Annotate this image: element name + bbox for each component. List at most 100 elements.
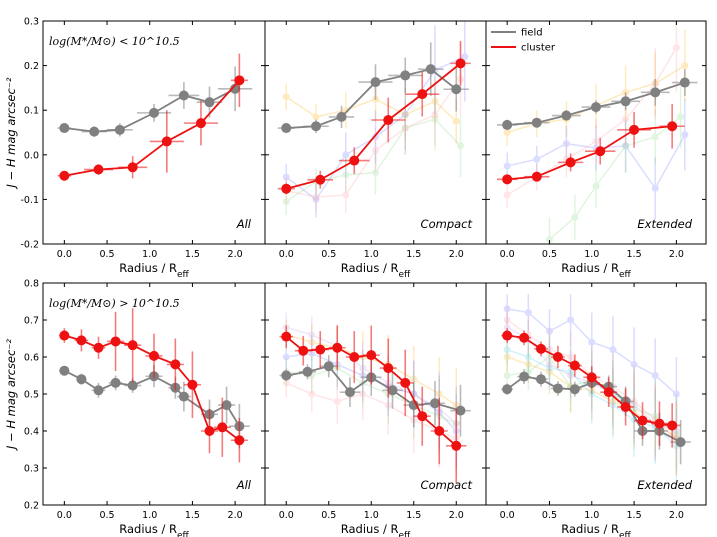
cluster-point (234, 75, 245, 86)
cluster-point (298, 345, 309, 356)
cluster-point (417, 89, 428, 100)
x-tick-label: 0.5 (542, 249, 557, 260)
mass-annotation: log(M*/M⊙) < 10^10.5 (49, 35, 180, 48)
ghost-point (567, 353, 575, 361)
x-tick-label: 0.5 (99, 249, 114, 260)
cluster-point (93, 342, 104, 353)
ghost-point (384, 401, 392, 409)
cluster-series (57, 53, 248, 181)
x-axis-label-sub: eff (177, 531, 190, 537)
cluster-series (501, 328, 681, 448)
field-point (178, 90, 189, 101)
field-point (336, 111, 347, 122)
ghost-point (524, 309, 532, 317)
field-point (110, 377, 121, 388)
cluster-point (281, 183, 292, 194)
x-tick-label: 0.0 (500, 510, 515, 521)
y-tick-label: 0.2 (24, 501, 39, 512)
field-series (57, 66, 253, 137)
ghost-point (312, 113, 320, 121)
field-point (323, 361, 334, 372)
x-tick-label: 0.5 (99, 510, 114, 521)
y-axis-label: J − H mag arcsec⁻² (4, 339, 18, 451)
field-point (451, 84, 462, 95)
ghost-point (359, 364, 367, 372)
x-tick-label: 1.5 (406, 510, 421, 521)
ghost-point (503, 346, 511, 354)
ghost-point (503, 162, 511, 170)
x-tick-label: 2.0 (669, 249, 684, 260)
ghost-point (630, 360, 638, 368)
panel-r0c0: 0.0 0.5 1.0 1.5 2.0-0.2-0.10.00.10.20.3Radiu… (4, 17, 266, 280)
cluster-point (667, 121, 678, 132)
field-point (519, 371, 530, 382)
x-tick-label: 1.0 (584, 249, 599, 260)
field-point (59, 123, 70, 134)
x-tick-label: 2.0 (449, 510, 464, 521)
cluster-point (204, 426, 215, 436)
cluster-point (59, 170, 70, 181)
cluster-point (332, 342, 343, 353)
field-point (455, 405, 466, 416)
field-point (591, 102, 601, 113)
ghost-point (461, 53, 469, 61)
field-point (311, 121, 321, 132)
y-tick-label: 0.2 (24, 61, 39, 72)
ghost-point (567, 372, 575, 379)
panel-corner-label: Extended (637, 478, 692, 492)
field-point (221, 400, 232, 411)
ghost-point (622, 115, 630, 123)
field-point (76, 374, 87, 385)
cluster-series (497, 103, 685, 185)
x-tick-label: 2.0 (449, 249, 464, 260)
field-point (59, 365, 70, 376)
ghost-point (562, 140, 570, 148)
ghost-point (545, 353, 553, 361)
ghost-point (681, 62, 689, 70)
ghost-point (435, 390, 443, 398)
x-axis-label: Radius / Reff (561, 522, 631, 537)
field-point (561, 110, 572, 121)
plot-area (497, 21, 698, 244)
ghost-point (609, 397, 617, 405)
x-tick-label: 1.5 (627, 249, 642, 260)
cluster-point (170, 359, 181, 370)
field-point (536, 374, 546, 385)
ghost-point (452, 117, 460, 125)
axes-frame (485, 20, 707, 245)
ghost-point (524, 353, 532, 361)
field-point (679, 77, 690, 88)
cluster-point (434, 426, 445, 436)
ghost-point (282, 93, 290, 101)
field-series (277, 42, 469, 134)
ghost-point (503, 372, 511, 379)
cluster-point (59, 330, 70, 341)
ghost-point (457, 142, 464, 150)
y-tick-label: 0.6 (24, 353, 39, 364)
cluster-point (383, 115, 394, 126)
panel-corner-label: All (236, 478, 252, 492)
ghost-point (622, 142, 630, 150)
ghost-point (609, 346, 617, 354)
plot-area (279, 312, 471, 483)
cluster-point (502, 330, 513, 341)
ghost-point (622, 142, 630, 150)
field-point (114, 124, 125, 135)
cluster-point (195, 118, 206, 129)
ghost-line (548, 116, 682, 241)
field-point (89, 126, 100, 137)
ghost-point (282, 379, 290, 387)
cluster-point (417, 411, 428, 422)
cluster-point (281, 331, 292, 342)
field-point (569, 384, 580, 395)
cluster-point (127, 162, 138, 173)
ghost-point (431, 111, 439, 119)
cluster-point (315, 174, 326, 185)
ghost-point (545, 236, 553, 244)
y-tick-label: 0.1 (24, 106, 39, 117)
ghost-series (503, 294, 680, 431)
field-point (675, 437, 686, 448)
x-tick-label: 0.0 (57, 249, 72, 260)
field-point (650, 87, 661, 98)
